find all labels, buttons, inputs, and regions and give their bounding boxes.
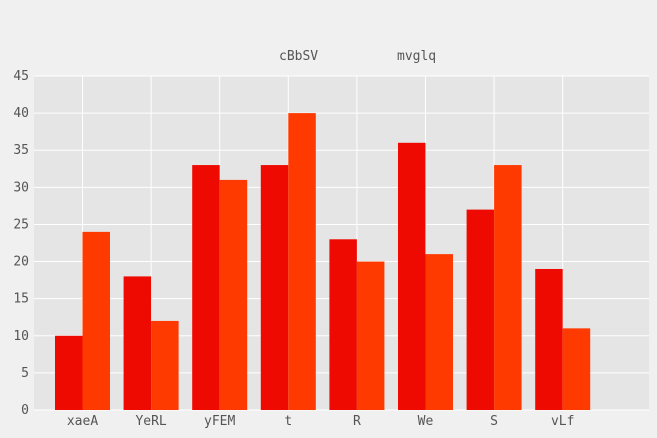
bar-yFEM-series-1	[192, 165, 220, 410]
y-tick-label: 25	[13, 217, 29, 232]
y-tick-label: 20	[13, 255, 29, 270]
y-tick-label: 10	[13, 329, 29, 344]
x-tick-label: We	[418, 414, 434, 429]
legend-label-series-2: mvglq	[397, 49, 436, 64]
y-axis-ticks: 0 5 10 15 20 25 30 35 40 45	[13, 69, 29, 418]
x-tick-label: S	[490, 414, 498, 429]
y-tick-label: 5	[21, 366, 29, 381]
y-tick-label: 30	[13, 180, 29, 195]
y-tick-label: 0	[21, 403, 29, 418]
bar-S-series-2	[494, 165, 522, 410]
legend: cBbSV mvglq	[279, 49, 436, 64]
bar-xaeA-series-1	[55, 335, 83, 410]
bar-t-series-2	[288, 113, 316, 410]
x-tick-label: yFEM	[204, 414, 235, 429]
bar-t-series-1	[260, 165, 289, 410]
y-tick-label: 45	[13, 69, 29, 84]
x-tick-label: vLf	[551, 414, 574, 429]
x-tick-label: xaeA	[67, 414, 98, 429]
bar-xaeA-series-2	[82, 231, 110, 410]
bars	[55, 113, 591, 411]
y-tick-label: 40	[13, 106, 29, 121]
bar-We-series-1	[398, 142, 426, 411]
y-tick-label: 35	[13, 143, 29, 158]
y-tick-label: 15	[13, 292, 29, 307]
bar-R-series-1	[329, 239, 357, 410]
bar-YeRL-series-1	[123, 276, 152, 410]
x-tick-label: t	[284, 414, 292, 429]
bar-vLf-series-1	[535, 268, 563, 410]
bar-yFEM-series-2	[219, 179, 248, 410]
bar-S-series-1	[466, 209, 495, 410]
x-tick-label: R	[353, 414, 361, 429]
bar-YeRL-series-2	[151, 320, 179, 410]
legend-label-series-1: cBbSV	[279, 49, 318, 64]
bar-R-series-2	[356, 261, 385, 410]
bar-vLf-series-2	[562, 328, 591, 410]
x-tick-label: YeRL	[135, 414, 166, 429]
bar-We-series-2	[425, 254, 453, 410]
